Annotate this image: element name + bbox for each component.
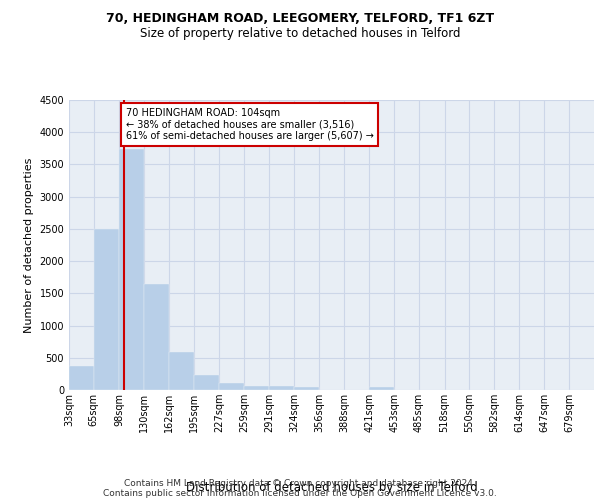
Text: 70 HEDINGHAM ROAD: 104sqm
← 38% of detached houses are smaller (3,516)
61% of se: 70 HEDINGHAM ROAD: 104sqm ← 38% of detac…: [125, 108, 373, 141]
Bar: [244, 386, 269, 390]
Bar: [94, 229, 119, 390]
Bar: [194, 375, 219, 390]
X-axis label: Distribution of detached houses by size in Telford: Distribution of detached houses by size …: [185, 481, 478, 494]
Text: Contains public sector information licensed under the Open Government Licence v3: Contains public sector information licen…: [103, 488, 497, 498]
Bar: [169, 352, 194, 390]
Bar: [295, 387, 319, 390]
Text: Contains HM Land Registry data © Crown copyright and database right 2024.: Contains HM Land Registry data © Crown c…: [124, 478, 476, 488]
Bar: [269, 386, 293, 390]
Bar: [219, 383, 244, 390]
Bar: [119, 149, 144, 390]
Y-axis label: Number of detached properties: Number of detached properties: [24, 158, 34, 332]
Bar: [144, 284, 169, 390]
Text: 70, HEDINGHAM ROAD, LEEGOMERY, TELFORD, TF1 6ZT: 70, HEDINGHAM ROAD, LEEGOMERY, TELFORD, …: [106, 12, 494, 26]
Bar: [370, 387, 394, 390]
Text: Size of property relative to detached houses in Telford: Size of property relative to detached ho…: [140, 28, 460, 40]
Bar: [69, 366, 94, 390]
